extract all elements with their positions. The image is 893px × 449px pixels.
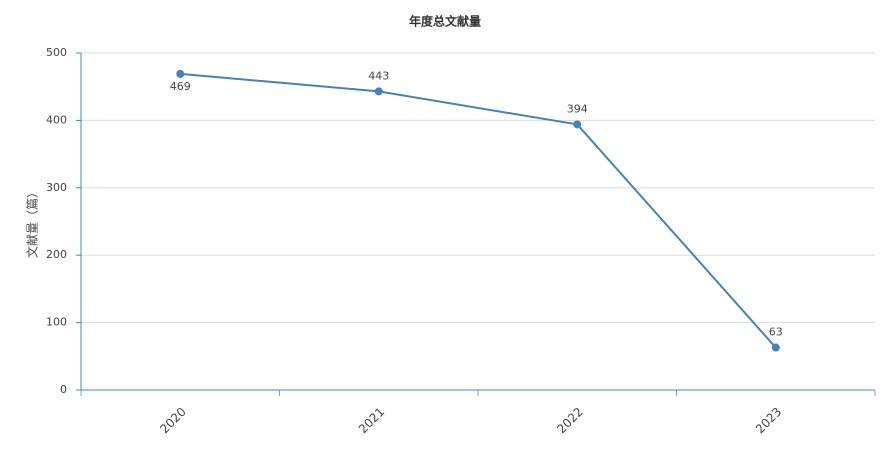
line — [180, 72, 777, 349]
point — [176, 69, 185, 78]
y-tick-label: 400 — [46, 113, 67, 126]
y-tick-label: 300 — [46, 181, 67, 194]
y-tick-label: 200 — [46, 248, 67, 261]
x-tick-label: 2021 — [356, 405, 387, 436]
chart-title: 年度总文献量 — [409, 14, 481, 29]
y-tick-label: 500 — [46, 46, 67, 59]
x-tick-label: 2022 — [554, 405, 585, 436]
x-tick-label: 2020 — [157, 405, 188, 436]
x-tick-label: 2023 — [753, 405, 784, 436]
y-axis-label: 文献量（篇） — [25, 186, 40, 258]
y-tick-label: 100 — [46, 316, 67, 329]
point — [374, 87, 383, 96]
data-label: 63 — [769, 326, 783, 339]
data-label: 443 — [368, 69, 389, 82]
data-label: 394 — [567, 102, 588, 115]
data-label: 469 — [170, 80, 191, 93]
point — [573, 120, 582, 129]
point — [771, 343, 780, 352]
y-tick-label: 0 — [60, 383, 67, 396]
